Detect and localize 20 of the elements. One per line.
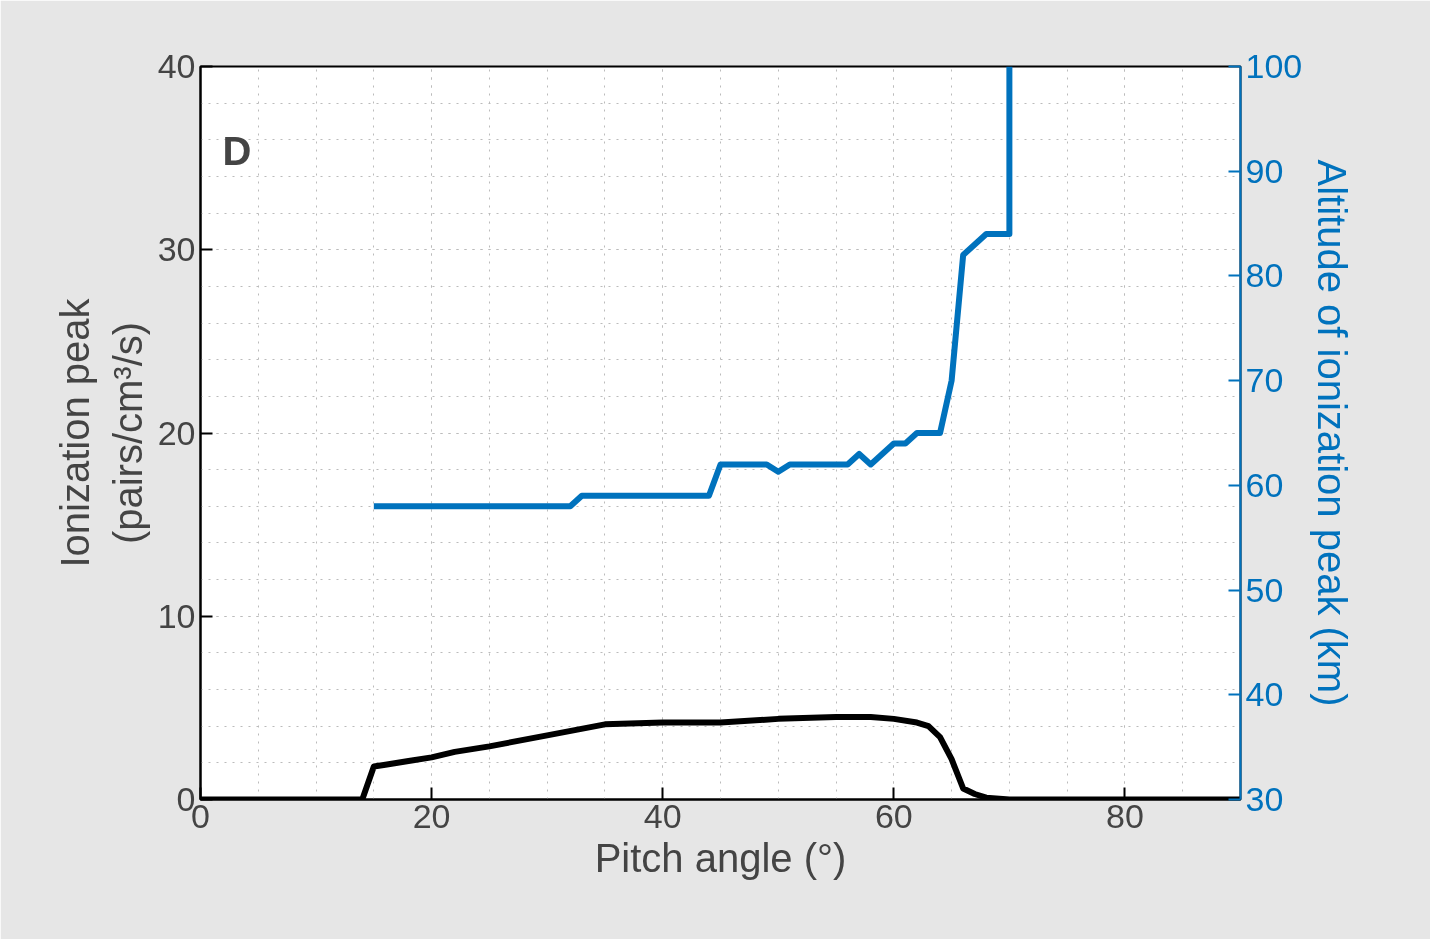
y-tick-label: 10 [157,596,196,635]
y2-tick-label: 70 [1245,361,1284,400]
y-tick-label: 30 [157,230,196,269]
x-axis-title: Pitch angle (°) [594,835,847,880]
y2-tick-label: 50 [1245,570,1284,609]
y2-tick-label: 90 [1245,151,1284,190]
x-tick-label: 40 [643,796,682,835]
y2-axis-title: Altitude of ionization peak (km) [1310,159,1355,707]
y-tick-label: 20 [157,413,196,452]
y-tick-label: 40 [157,47,196,85]
x-tick-label: 80 [1106,796,1144,835]
x-tick-label: 20 [412,796,451,835]
x-tick-label: 60 [874,796,913,835]
y2-tick-label: 60 [1245,465,1284,504]
annotation: D [222,128,252,173]
y2-tick-label: 40 [1245,675,1284,714]
y2-tick-label: 100 [1245,47,1303,85]
y-axis-title: Ionization peak (pairs/cm³/s) [52,297,150,568]
y2-tick-label: 30 [1245,780,1284,818]
y2-tick-label: 80 [1245,256,1284,295]
